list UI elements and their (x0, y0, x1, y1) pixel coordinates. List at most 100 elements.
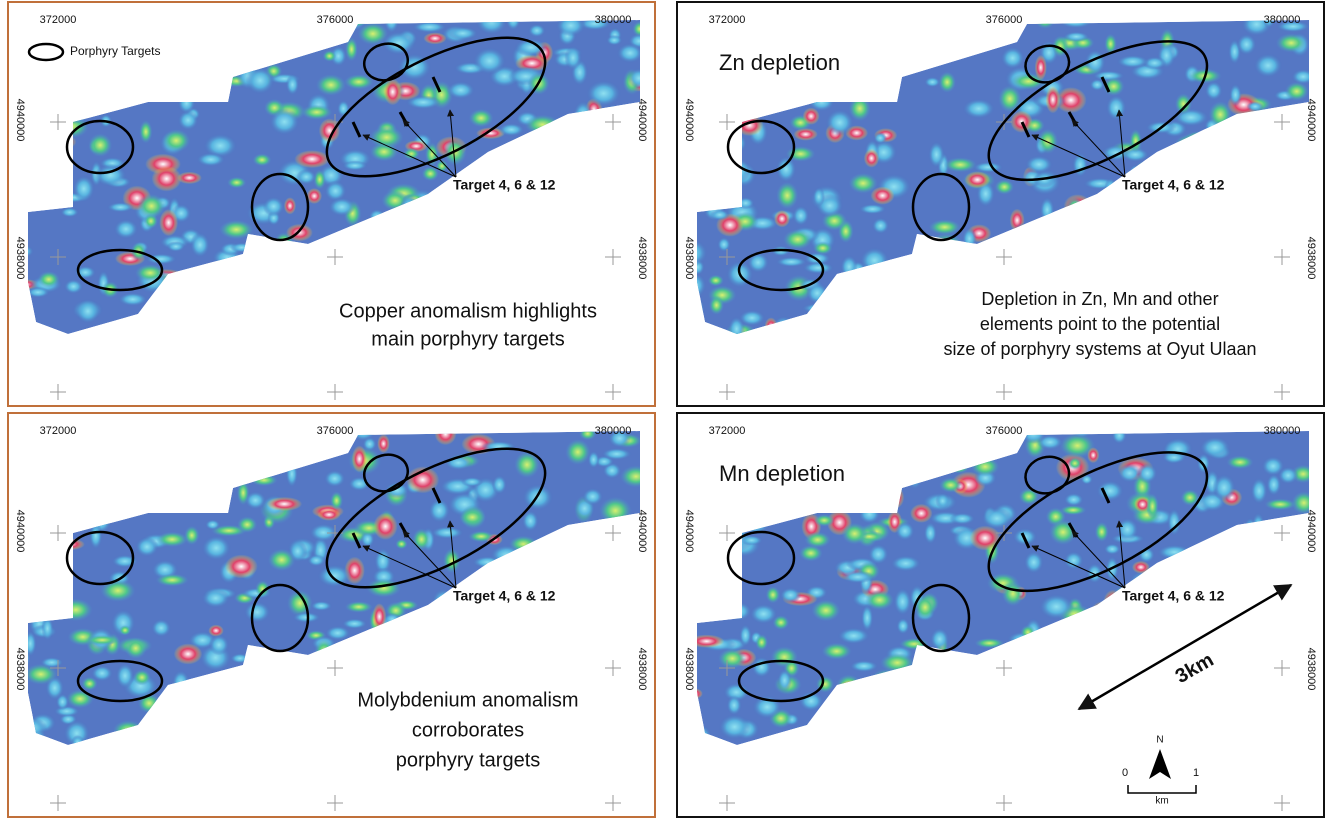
easting-label: 380000 (1264, 425, 1301, 437)
anomaly-blob (406, 95, 441, 109)
anomaly-blob (1037, 129, 1058, 154)
anomaly-blob (266, 497, 302, 511)
anomaly-blob (118, 292, 147, 306)
anomaly-blob (939, 478, 962, 493)
anomaly-blob (814, 514, 835, 526)
anomaly-blob (773, 615, 790, 630)
anomaly-blob (868, 544, 889, 565)
anomaly-blob (1064, 551, 1084, 570)
anomaly-blob (1060, 505, 1086, 515)
anomaly-blob (1278, 466, 1298, 484)
panel-title: Zn depletion (719, 50, 840, 75)
anomaly-blob (726, 695, 741, 715)
anomaly-blob (777, 669, 791, 692)
anomaly-blob (924, 522, 937, 545)
anomaly-blob (294, 150, 329, 168)
anomaly-blob (156, 532, 188, 547)
anomaly-blob (1146, 494, 1159, 519)
anomaly-blob (872, 217, 889, 234)
anomaly-blob (812, 600, 841, 622)
anomaly-blob (88, 133, 112, 157)
anomaly-blob (498, 123, 524, 136)
anomaly-blob (565, 439, 590, 465)
anomaly-blob (323, 50, 337, 61)
anomaly-blob (850, 660, 879, 672)
easting-label: 380000 (595, 14, 632, 26)
easting-label: 372000 (40, 14, 77, 26)
anomaly-blob (896, 618, 909, 635)
northing-label: 4940000 (683, 510, 695, 553)
anomaly-blob (962, 98, 994, 118)
anomaly-blob (1039, 594, 1074, 620)
anomaly-blob (244, 601, 271, 623)
anomaly-blob (60, 207, 79, 217)
anomaly-blob (133, 669, 151, 685)
anomaly-blob (1205, 81, 1223, 101)
anomaly-blob (601, 448, 631, 460)
anomaly-blob (895, 521, 914, 540)
northing-label: 4940000 (636, 99, 648, 142)
panel-caption: elements point to the potential (980, 314, 1220, 334)
northing-label: 4938000 (636, 648, 648, 691)
anomaly-blob (864, 149, 879, 168)
panel-caption: corroborates (412, 719, 524, 741)
anomaly-blob (965, 171, 991, 188)
anomaly-blob (64, 279, 83, 294)
anomaly-blob (209, 634, 230, 655)
anomaly-blob (755, 634, 768, 650)
target-label: Target 4, 6 & 12 (1122, 588, 1225, 604)
anomaly-blob (201, 535, 231, 561)
anomaly-blob (342, 618, 368, 629)
anomaly-blob (1265, 499, 1296, 511)
anomaly-blob (447, 27, 478, 41)
anomaly-blob (116, 663, 135, 689)
anomaly-blob (842, 523, 868, 545)
anomaly-blob (66, 689, 93, 708)
anomaly-blob (891, 555, 921, 571)
anomaly-blob (528, 24, 546, 38)
easting-label: 372000 (709, 425, 746, 437)
easting-label: 372000 (709, 14, 746, 26)
anomaly-blob (586, 80, 621, 107)
anomaly-blob (139, 120, 152, 143)
panel-title: Mn depletion (719, 461, 845, 486)
anomaly-blob (1276, 33, 1307, 52)
anomaly-blob (286, 74, 300, 95)
anomaly-blob (111, 555, 138, 568)
anomaly-blob (461, 477, 483, 487)
easting-label: 380000 (595, 425, 632, 437)
anomaly-blob (874, 132, 887, 144)
anomaly-blob (152, 166, 182, 192)
northing-label: 4940000 (683, 99, 695, 142)
anomaly-blob (301, 105, 332, 120)
anomaly-blob (826, 109, 854, 136)
anomaly-blob (776, 257, 807, 267)
map-panel: 3720003760003800004940000494000049380004… (8, 2, 655, 406)
anomaly-blob (395, 539, 407, 549)
anomaly-blob (324, 470, 346, 487)
anomaly-blob (1063, 32, 1089, 42)
northing-label: 4940000 (1305, 99, 1317, 142)
anomaly-blob (780, 587, 801, 603)
anomaly-blob (973, 162, 1004, 173)
scale-unit: km (1155, 796, 1168, 807)
anomaly-blob (337, 100, 350, 117)
anomaly-blob (1104, 543, 1121, 554)
anomaly-blob (944, 157, 977, 172)
anomaly-blob (910, 504, 932, 523)
anomaly-blob (345, 601, 373, 612)
anomaly-blob (138, 194, 166, 218)
anomaly-blob (135, 537, 158, 557)
anomaly-blob (459, 508, 486, 527)
anomaly-blob (1045, 86, 1060, 113)
anomaly-blob (739, 624, 752, 647)
anomaly-blob (318, 509, 341, 521)
anomaly-blob (1229, 83, 1242, 106)
anomaly-blob (1002, 581, 1024, 606)
anomaly-blob (316, 74, 346, 96)
anomaly-blob (1068, 457, 1082, 469)
anomaly-blob (167, 241, 186, 252)
northing-label: 4938000 (683, 237, 695, 280)
anomaly-blob (1254, 53, 1283, 77)
anomaly-blob (492, 475, 507, 495)
